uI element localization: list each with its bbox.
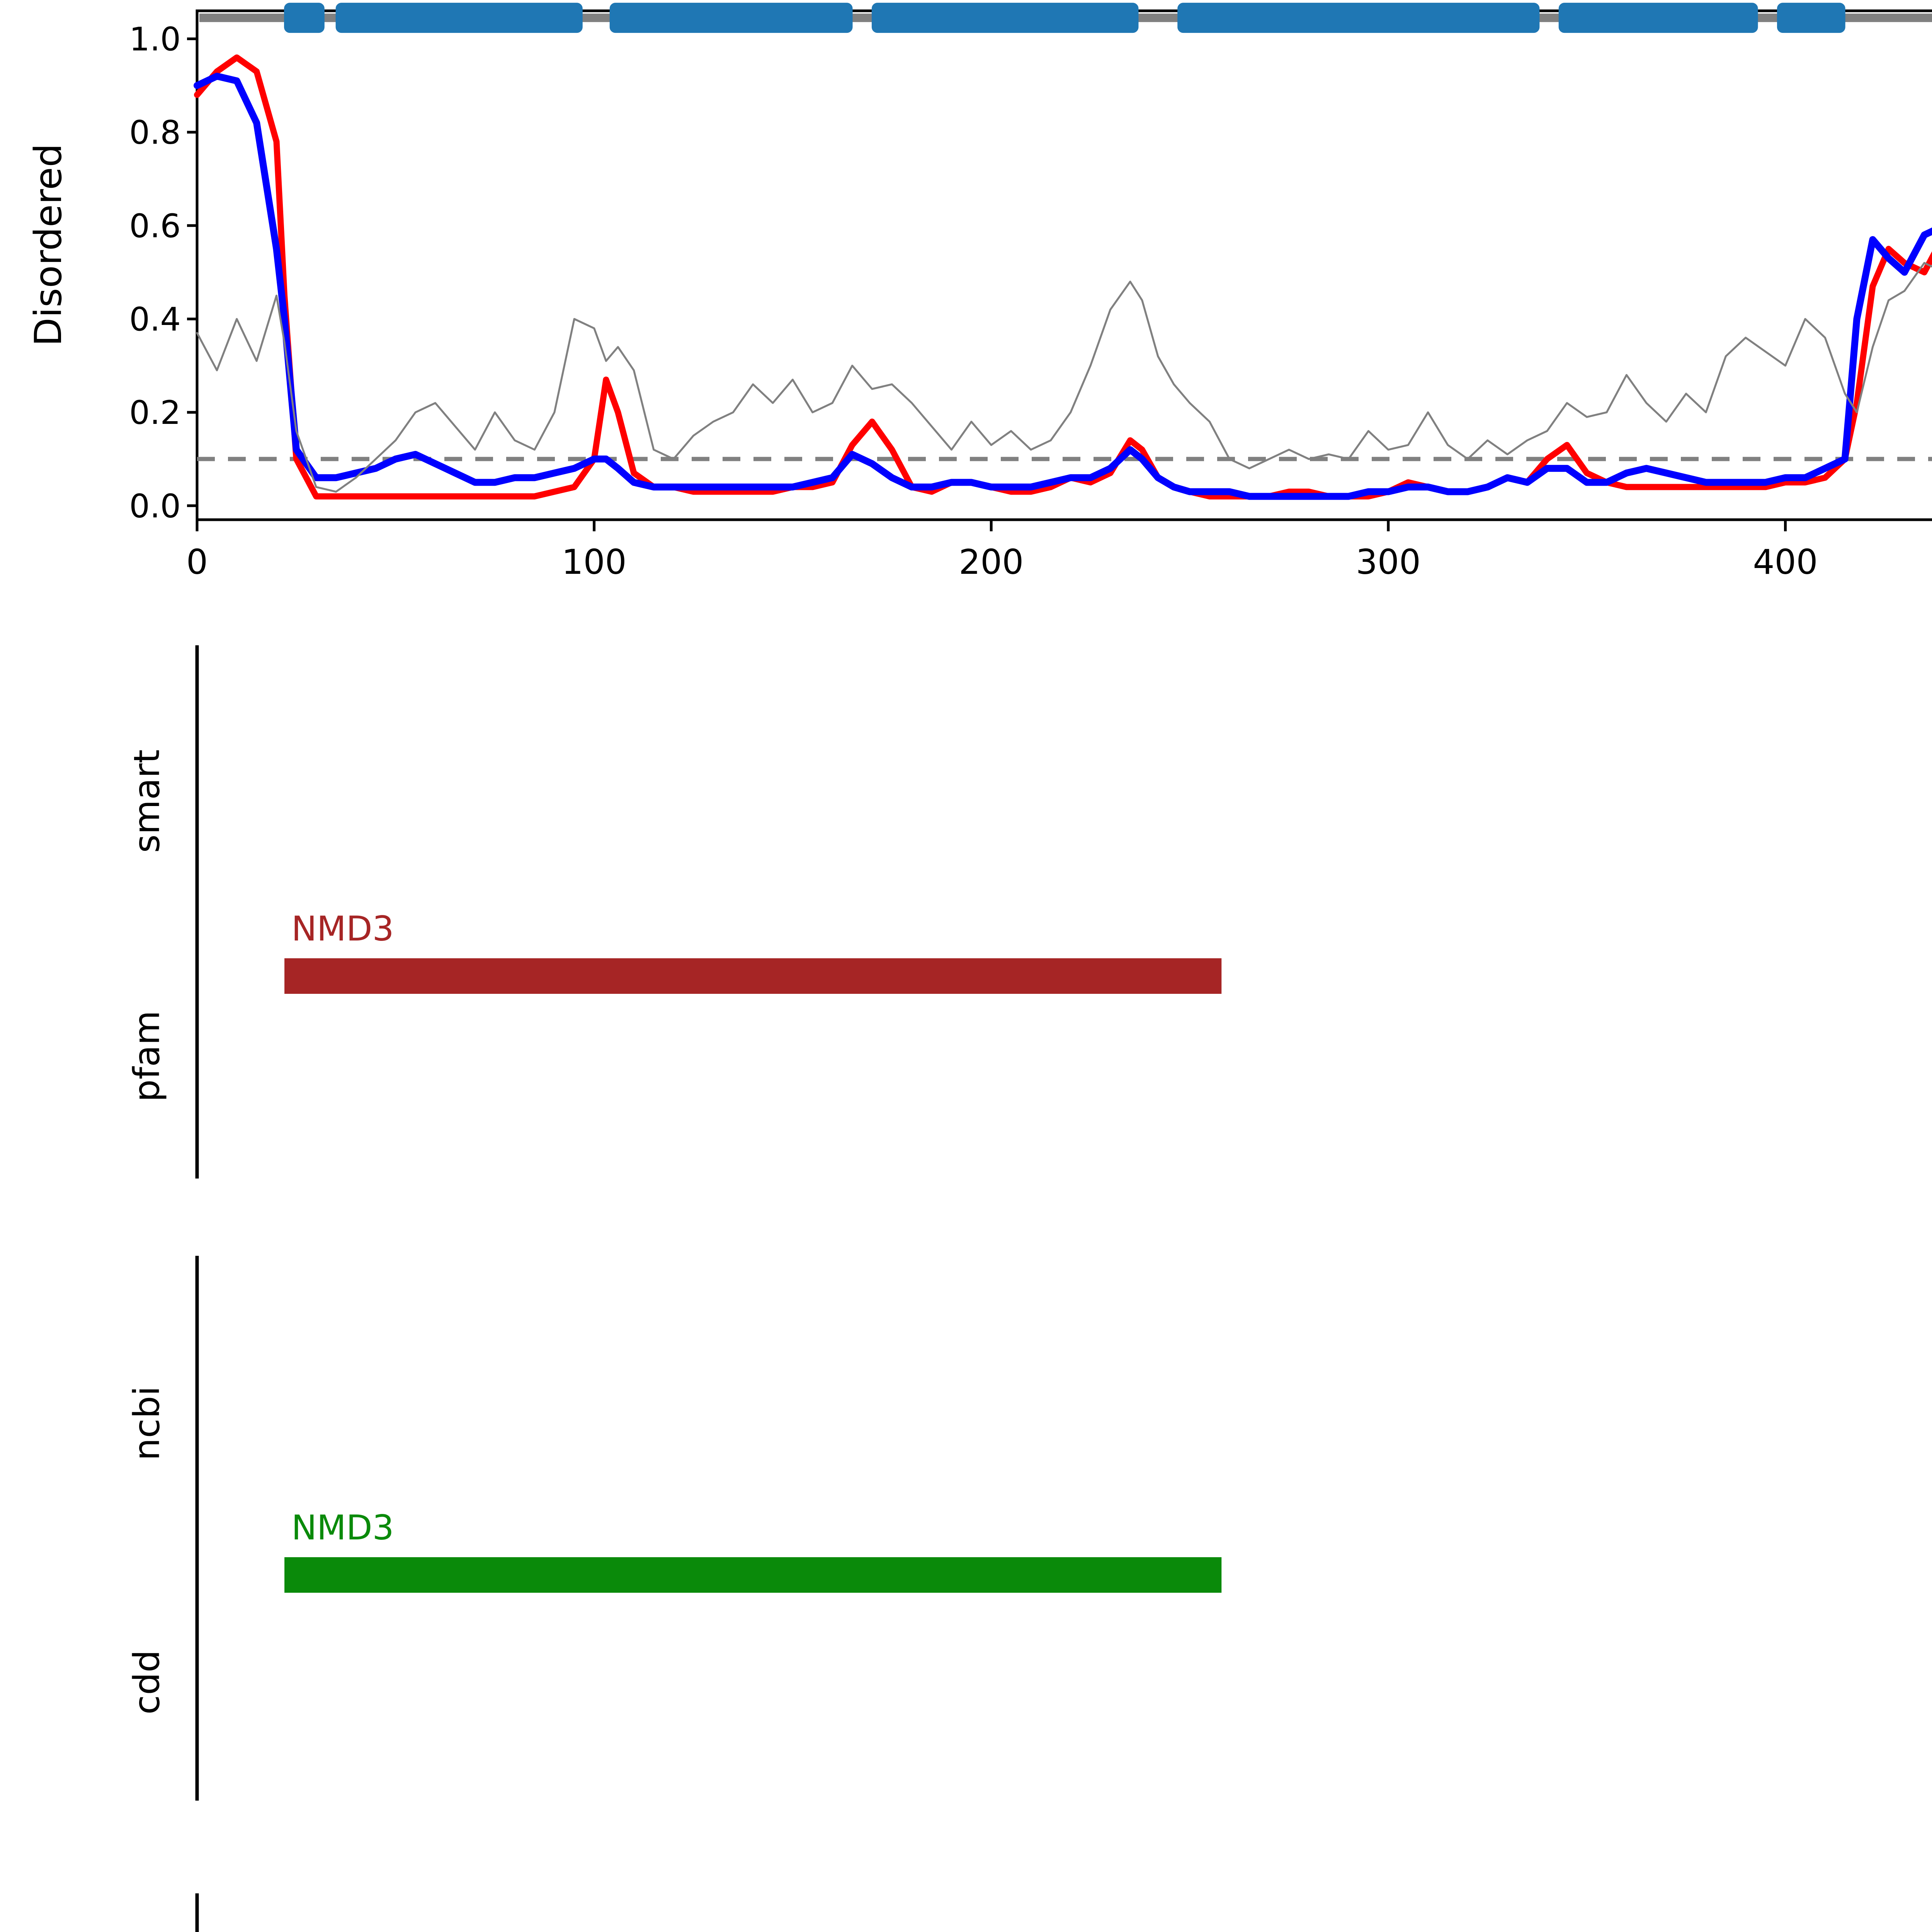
series-line-disopred	[194, 54, 1932, 500]
row-label-ncbi: ncbi	[126, 1386, 168, 1461]
domain-bar	[284, 958, 1222, 994]
row-label-pfam: pfam	[126, 1010, 168, 1102]
domain-panel-smart-pfam: NMD3	[195, 645, 1222, 1179]
y-tick-label: 0.2	[129, 394, 181, 432]
x-tick-label: 100	[562, 542, 627, 582]
domain-label: NMD3	[291, 909, 394, 949]
ordered-region-box	[284, 3, 325, 33]
ordered-region-box	[1558, 3, 1758, 33]
ordered-region-box	[871, 3, 1139, 33]
series-line-spot-d	[194, 73, 1932, 500]
row-label-cdd: cdd	[126, 1650, 168, 1715]
disorder-ylabel: Disordered	[27, 143, 70, 346]
ordered-region-box	[1777, 3, 1845, 33]
disorder-panel: 0.00.20.40.60.81.00100200300400500	[129, 3, 1932, 582]
y-tick-label: 0.4	[129, 300, 181, 338]
y-tick-label: 0.6	[129, 207, 181, 245]
ordered-region-box	[1177, 3, 1540, 33]
ordered-region-box	[335, 3, 583, 33]
ss-nes-panel: #1#6#12#240100200300400500	[195, 1893, 199, 1932]
domain-label: NMD3	[291, 1508, 394, 1548]
x-tick-label: 0	[186, 542, 208, 582]
x-tick-label: 300	[1356, 542, 1421, 582]
y-tick-label: 0.0	[129, 487, 181, 525]
x-tick-label: 200	[959, 542, 1024, 582]
y-tick-label: 0.8	[129, 114, 181, 151]
series-line-iupred	[196, 262, 1932, 493]
x-tick-label: 400	[1753, 542, 1818, 582]
y-tick-label: 1.0	[129, 20, 181, 58]
domain-bar	[284, 1557, 1222, 1593]
row-label-smart: smart	[126, 749, 168, 853]
ordered-region-box	[609, 3, 853, 33]
domain-panel-ncbi-cdd: NMD3	[195, 1256, 1222, 1801]
